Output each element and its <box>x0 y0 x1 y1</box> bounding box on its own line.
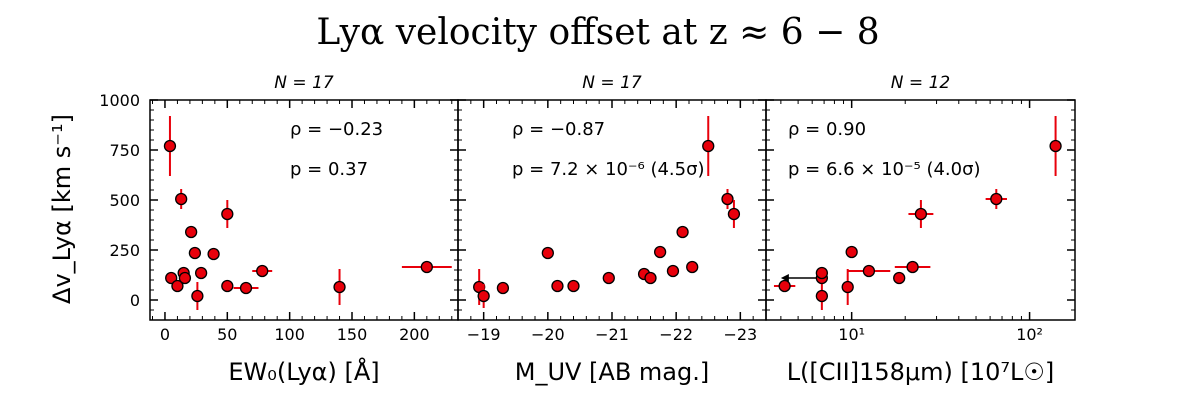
panel-2: N = 17 −19 −20 −21 −22 −23 M_UV [AB mag.] ρ = −… <box>457 73 767 386</box>
data-point <box>906 260 919 274</box>
panel-1: N = 17 0 50 100 150 200 0 250 500 750 1000 EW₀(Lyα)… <box>99 73 459 386</box>
x-axis-label: M_UV [AB mag.] <box>515 358 710 386</box>
data-point <box>239 281 253 295</box>
x-tick-label: −23 <box>723 325 757 344</box>
data-point <box>1049 139 1062 153</box>
data-point <box>163 139 177 153</box>
data-point <box>188 246 202 260</box>
data-point <box>207 247 220 261</box>
panel-3: N = 12 10¹ 10² L([CII]158μm) [10⁷L☉] ρ = 0.9… <box>765 73 1076 386</box>
panels: N = 17 0 50 100 150 200 0 250 500 750 1000 EW₀(Lyα)… <box>99 73 1076 386</box>
y-tick-label: 750 <box>109 141 140 160</box>
x-tick-label: −22 <box>659 325 693 344</box>
data-point <box>893 271 906 285</box>
data-point <box>221 279 234 293</box>
data-point <box>420 260 433 274</box>
data-point <box>567 279 580 293</box>
data-point <box>727 207 741 221</box>
x-axis-label: EW₀(Lyα) [Å] <box>228 357 379 386</box>
data-point <box>194 266 208 280</box>
data-point <box>815 266 829 280</box>
stat-text: ρ = 0.90 <box>788 119 866 140</box>
stat-text: ρ = −0.87 <box>512 119 605 140</box>
y-tick-label: 1000 <box>99 91 140 110</box>
data-point <box>165 271 178 285</box>
data-point <box>602 271 615 285</box>
x-tick-label: 0 <box>160 325 170 344</box>
x-tick-label: −20 <box>531 325 565 344</box>
stat-text: p = 6.6 × 10⁻⁵ (4.0σ) <box>788 159 981 180</box>
x-tick-label: 10² <box>1016 325 1043 344</box>
data-point <box>496 281 510 295</box>
y-axis-label: Δv_Lyα [km s⁻¹] <box>48 114 76 304</box>
data-point <box>477 289 490 303</box>
data-point <box>862 264 876 278</box>
data-point <box>256 264 269 278</box>
x-tick-label: −19 <box>467 325 501 344</box>
data-point <box>333 280 346 294</box>
data-point <box>702 139 715 153</box>
panel-title: N = 17 <box>582 73 642 93</box>
data-point <box>990 192 1003 206</box>
x-tick-label: 200 <box>399 325 430 344</box>
data-point <box>191 289 204 303</box>
data-point <box>666 264 680 278</box>
x-tick-label: 100 <box>274 325 305 344</box>
figure-title: Lyα velocity offset at z ≈ 6 − 8 <box>316 12 879 53</box>
y-tick-label: 250 <box>109 241 140 260</box>
x-axis-label: L([CII]158μm) [10⁷L☉] <box>787 358 1055 386</box>
data-point <box>841 280 854 294</box>
data-point <box>541 246 554 260</box>
data-point <box>653 245 667 259</box>
x-tick-label: 10¹ <box>838 325 865 344</box>
data-point <box>845 245 858 259</box>
data-point <box>676 225 689 239</box>
data-point <box>551 279 564 293</box>
panel-title: N = 17 <box>274 73 334 93</box>
x-tick-label: −21 <box>595 325 629 344</box>
data-point <box>721 192 734 206</box>
data-point <box>644 271 657 285</box>
x-tick-label: 150 <box>337 325 368 344</box>
upper-limit-arrowhead <box>780 274 789 282</box>
y-tick-label: 500 <box>109 191 140 210</box>
data-point <box>914 207 928 221</box>
data-point <box>184 225 198 239</box>
y-tick-label: 0 <box>130 291 140 310</box>
data-point <box>171 279 184 293</box>
stat-text: ρ = −0.23 <box>290 119 383 140</box>
data-point <box>178 271 192 285</box>
data-point <box>221 207 234 221</box>
x-tick-label: 50 <box>217 325 237 344</box>
data-point <box>778 279 791 293</box>
stat-text: p = 7.2 × 10⁻⁶ (4.5σ) <box>512 159 705 180</box>
stat-text: p = 0.37 <box>290 159 368 180</box>
panel-title: N = 12 <box>891 73 950 93</box>
data-point <box>686 260 699 274</box>
data-point <box>815 289 829 303</box>
data-point <box>175 192 188 206</box>
